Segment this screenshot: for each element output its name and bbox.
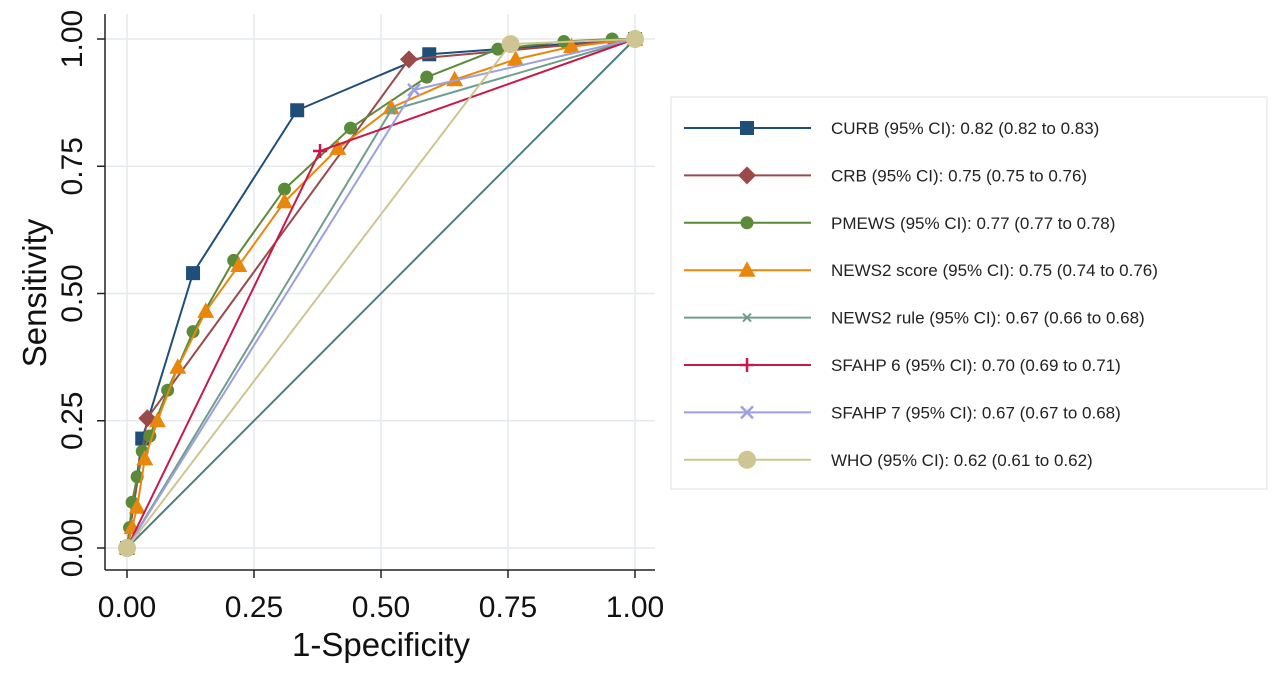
legend-item-curb: CURB (95% CI): 0.82 (0.82 to 0.83) bbox=[684, 119, 1099, 138]
data-point bbox=[382, 98, 400, 115]
axes bbox=[97, 14, 655, 578]
data-point bbox=[420, 70, 434, 84]
legend: CURB (95% CI): 0.82 (0.82 to 0.83) CRB (9… bbox=[670, 96, 1268, 490]
legend-item-sfahp: SFAHP 7 (95% CI): 0.67 (0.67 to 0.68) bbox=[684, 403, 1121, 422]
legend-label: PMEWS (95% CI): 0.77 (0.77 to 0.78) bbox=[831, 214, 1115, 233]
data-point bbox=[136, 449, 154, 466]
data-point bbox=[344, 121, 358, 135]
x-tick-label: 0.75 bbox=[479, 591, 537, 624]
data-point bbox=[329, 139, 347, 155]
y-tick-label: 0.75 bbox=[56, 137, 89, 195]
legend-label: CURB (95% CI): 0.82 (0.82 to 0.83) bbox=[831, 119, 1099, 138]
series-line bbox=[126, 38, 635, 549]
legend-label: NEWS2 score (95% CI): 0.75 (0.74 to 0.76… bbox=[831, 261, 1158, 280]
data-point bbox=[501, 35, 520, 54]
tick-labels: 0.00 0.00 0.25 0.25 0.50 0.50 0.75 0.75 1.00 1.00 bbox=[56, 10, 664, 624]
y-tick-label: 0.00 bbox=[56, 519, 89, 577]
data-point bbox=[313, 143, 328, 158]
legend-marker bbox=[738, 450, 756, 469]
data-point bbox=[422, 47, 437, 62]
data-point bbox=[186, 266, 201, 281]
y-tick-label: 1.00 bbox=[56, 10, 89, 68]
legend-item-pmews: PMEWS (95% CI): 0.77 (0.77 to 0.78) bbox=[684, 214, 1115, 233]
data-point bbox=[491, 42, 505, 56]
legend-item-who: WHO (95% CI): 0.62 (0.61 to 0.62) bbox=[684, 450, 1093, 470]
y-tick-label: 0.25 bbox=[56, 392, 89, 450]
legend-item-crb: CRB (95% CI): 0.75 (0.75 to 0.76) bbox=[684, 166, 1087, 185]
legend-item-news2: NEWS2 rule (95% CI): 0.67 (0.66 to 0.68) bbox=[684, 309, 1145, 328]
legend-marker bbox=[738, 261, 756, 277]
data-point bbox=[277, 182, 291, 196]
legend-marker bbox=[740, 216, 754, 230]
data-point bbox=[507, 50, 525, 66]
legend-label: SFAHP 7 (95% CI): 0.67 (0.67 to 0.68) bbox=[831, 403, 1121, 422]
legend-item-news2: NEWS2 score (95% CI): 0.75 (0.74 to 0.76… bbox=[684, 261, 1158, 280]
legend-label: SFAHP 6 (95% CI): 0.70 (0.69 to 0.71) bbox=[831, 356, 1121, 375]
data-point bbox=[130, 470, 144, 484]
x-axis-title: 1-Specificity bbox=[292, 626, 470, 663]
data-point bbox=[407, 83, 421, 97]
data-point bbox=[386, 105, 396, 115]
x-tick-label: 1.00 bbox=[606, 591, 664, 624]
data-point bbox=[197, 302, 215, 318]
data-point bbox=[230, 256, 248, 273]
legend-label: CRB (95% CI): 0.75 (0.75 to 0.76) bbox=[831, 166, 1087, 185]
data-point bbox=[275, 192, 293, 209]
data-point bbox=[399, 50, 418, 69]
data-point bbox=[148, 411, 166, 428]
legend-marker bbox=[740, 358, 754, 372]
data-point bbox=[626, 30, 644, 48]
legend-marker bbox=[742, 312, 752, 323]
x-tick-label: 0.00 bbox=[98, 591, 156, 624]
x-tick-label: 0.25 bbox=[225, 591, 283, 624]
reference-line bbox=[126, 38, 636, 549]
x-tick-label: 0.50 bbox=[352, 591, 410, 624]
legend-marker bbox=[738, 166, 756, 185]
legend-marker bbox=[740, 121, 754, 135]
series-who bbox=[118, 30, 644, 557]
legend-label: WHO (95% CI): 0.62 (0.61 to 0.62) bbox=[831, 451, 1093, 470]
reference-diagonal bbox=[126, 38, 636, 549]
y-tick-label: 0.50 bbox=[56, 264, 89, 322]
legend-box bbox=[670, 96, 1268, 490]
y-axis-title: Sensitivity bbox=[16, 218, 53, 367]
data-point bbox=[118, 539, 136, 557]
series-lines bbox=[118, 30, 644, 557]
legend-label: NEWS2 rule (95% CI): 0.67 (0.66 to 0.68) bbox=[831, 309, 1145, 328]
data-point bbox=[563, 37, 580, 54]
data-point bbox=[128, 498, 146, 514]
legend-marker bbox=[740, 405, 754, 420]
data-point bbox=[290, 103, 305, 118]
data-point bbox=[169, 358, 187, 374]
legend-item-sfahp: SFAHP 6 (95% CI): 0.70 (0.69 to 0.71) bbox=[684, 356, 1121, 375]
